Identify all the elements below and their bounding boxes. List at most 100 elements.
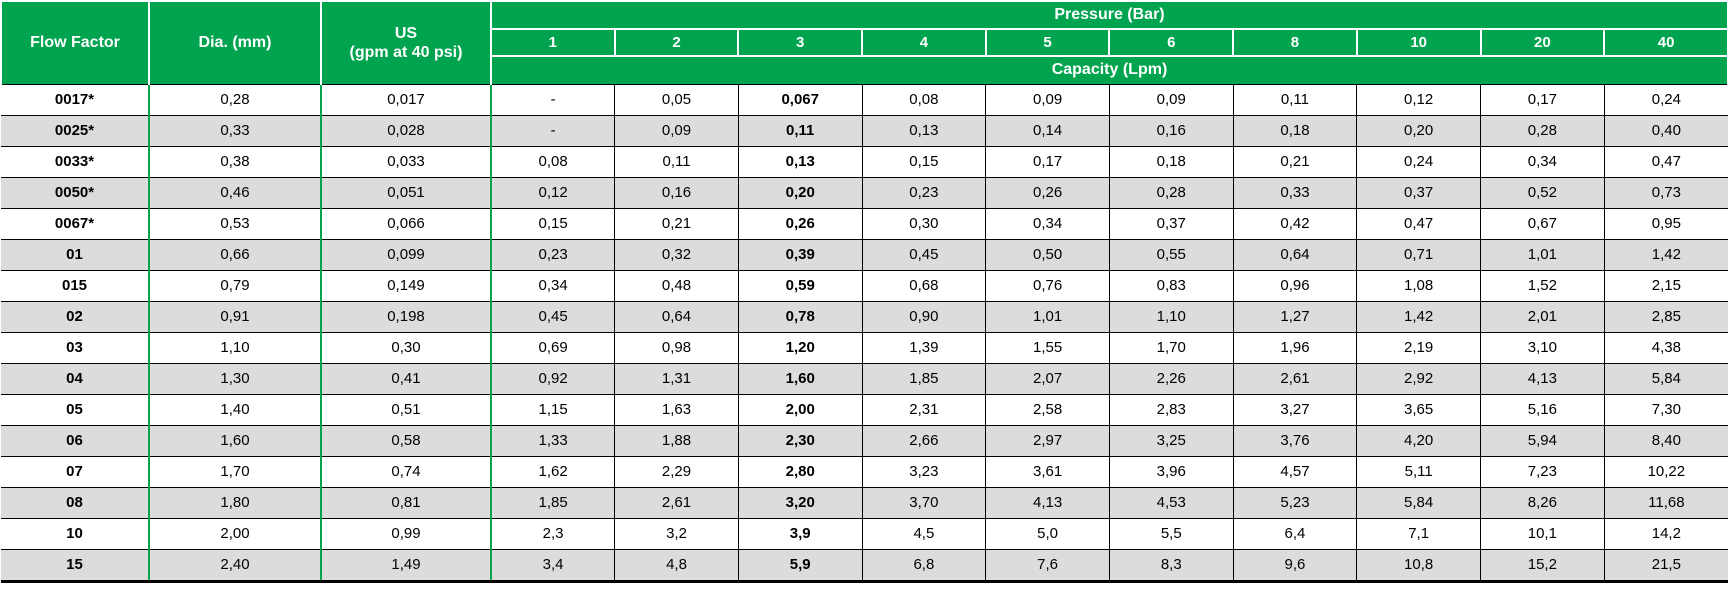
- cell-capacity: 1,15: [491, 393, 616, 425]
- cell-capacity: 10,8: [1356, 548, 1481, 583]
- cell-capacity: 2,80: [738, 455, 863, 487]
- header-row-capacity: Capacity (Lpm): [1, 55, 1729, 85]
- pressure-column-header: 20: [1479, 28, 1606, 57]
- cell-capacity: 1,55: [985, 331, 1110, 363]
- cell-capacity: 0,17: [1480, 83, 1605, 115]
- pressure-column-header: 5: [984, 28, 1111, 57]
- cell-capacity: 0,39: [738, 238, 863, 270]
- cell-capacity: 0,16: [614, 176, 739, 208]
- cell-capacity: 2,31: [862, 393, 987, 425]
- col-header-us-gpm: US (gpm at 40 psi): [320, 0, 492, 85]
- cell-dia: 1,40: [149, 393, 322, 425]
- cell-capacity: 2,3: [491, 517, 616, 549]
- cell-capacity: 0,98: [614, 331, 739, 363]
- cell-capacity: 0,76: [985, 269, 1110, 301]
- cell-flow-factor: 0067*: [1, 207, 150, 239]
- cell-capacity: 0,24: [1356, 145, 1481, 177]
- cell-capacity: 1,42: [1356, 300, 1481, 332]
- cell-capacity: 0,78: [738, 300, 863, 332]
- cell-capacity: 2,00: [738, 393, 863, 425]
- cell-dia: 0,38: [149, 145, 322, 177]
- cell-capacity: 2,66: [862, 424, 987, 456]
- pressure-column-header: 10: [1355, 28, 1482, 57]
- cell-us-gpm: 0,41: [321, 362, 492, 394]
- cell-dia: 1,80: [149, 486, 322, 518]
- cell-us-gpm: 0,81: [321, 486, 492, 518]
- cell-capacity: -: [491, 114, 616, 146]
- cell-capacity: 0,69: [491, 331, 616, 363]
- cell-capacity: 2,19: [1356, 331, 1481, 363]
- cell-us-gpm: 0,30: [321, 331, 492, 363]
- table-row: 06 1,60 0,58 1,33 1,88 2,30 2,66 2,97 3,25 3,76 4,…: [1, 424, 1728, 456]
- cell-flow-factor: 01: [1, 238, 150, 270]
- cell-us-gpm: 0,051: [321, 176, 492, 208]
- cell-capacity: 0,95: [1604, 207, 1728, 239]
- table-row: 03 1,10 0,30 0,69 0,98 1,20 1,39 1,55 1,70 1,96 2,…: [1, 331, 1728, 363]
- cell-capacity: 0,24: [1604, 83, 1728, 115]
- cell-capacity: 1,96: [1233, 331, 1358, 363]
- cell-capacity: 0,11: [738, 114, 863, 146]
- cell-us-gpm: 0,74: [321, 455, 492, 487]
- cell-capacity: 0,20: [738, 176, 863, 208]
- cell-us-gpm: 0,99: [321, 517, 492, 549]
- cell-capacity: 0,47: [1604, 145, 1728, 177]
- cell-flow-factor: 0050*: [1, 176, 150, 208]
- cell-capacity: -: [491, 83, 616, 115]
- cell-capacity: 1,20: [738, 331, 863, 363]
- cell-capacity: 9,6: [1233, 548, 1358, 583]
- header-row-group: Flow Factor Dia. (mm) US (gpm at 40 psi)…: [0, 0, 1729, 85]
- cell-capacity: 0,30: [862, 207, 987, 239]
- cell-capacity: 0,26: [738, 207, 863, 239]
- cell-us-gpm: 1,49: [321, 548, 492, 583]
- cell-capacity: 8,3: [1109, 548, 1234, 583]
- cell-us-gpm: 0,099: [321, 238, 492, 270]
- cell-capacity: 4,20: [1356, 424, 1481, 456]
- table-row: 0017* 0,28 0,017-0,05 0,067 0,08 0,09 0,09 0,11…: [1, 83, 1728, 115]
- cell-capacity: 4,13: [1480, 362, 1605, 394]
- cell-capacity: 0,90: [862, 300, 987, 332]
- cell-capacity: 0,28: [1109, 176, 1234, 208]
- pressure-column-header: 1: [490, 28, 616, 57]
- cell-capacity: 2,85: [1604, 300, 1728, 332]
- cell-dia: 1,60: [149, 424, 322, 456]
- cell-capacity: 1,10: [1109, 300, 1234, 332]
- table-row: 0050* 0,46 0,051 0,12 0,16 0,20 0,23 0,26 0,28 0,…: [1, 176, 1728, 208]
- cell-capacity: 0,18: [1233, 114, 1358, 146]
- cell-us-gpm: 0,017: [321, 83, 492, 115]
- cell-capacity: 0,21: [614, 207, 739, 239]
- cell-capacity: 21,5: [1604, 548, 1728, 583]
- cell-capacity: 0,26: [985, 176, 1110, 208]
- cell-capacity: 0,45: [491, 300, 616, 332]
- cell-dia: 0,66: [149, 238, 322, 270]
- cell-capacity: 0,12: [491, 176, 616, 208]
- cell-capacity: 3,4: [491, 548, 616, 583]
- cell-capacity: 4,8: [614, 548, 739, 583]
- cell-capacity: 1,88: [614, 424, 739, 456]
- cell-us-gpm: 0,028: [321, 114, 492, 146]
- table-header: Flow Factor Dia. (mm) US (gpm at 40 psi)…: [0, 0, 1729, 85]
- cell-capacity: 1,31: [614, 362, 739, 394]
- cell-capacity: 5,0: [985, 517, 1110, 549]
- cell-capacity: 0,32: [614, 238, 739, 270]
- cell-capacity: 5,16: [1480, 393, 1605, 425]
- col-group-pressure-bar: Pressure (Bar): [490, 0, 1729, 30]
- cell-capacity: 0,68: [862, 269, 987, 301]
- cell-capacity: 0,47: [1356, 207, 1481, 239]
- cell-capacity: 1,01: [985, 300, 1110, 332]
- cell-capacity: 0,12: [1356, 83, 1481, 115]
- cell-dia: 0,28: [149, 83, 322, 115]
- pressure-column-header: 2: [613, 28, 740, 57]
- cell-capacity: 1,63: [614, 393, 739, 425]
- table-row: 01 0,66 0,099 0,23 0,32 0,39 0,45 0,50 0,55 0,64 0…: [1, 238, 1728, 270]
- cell-dia: 0,53: [149, 207, 322, 239]
- cell-capacity: 0,21: [1233, 145, 1358, 177]
- cell-flow-factor: 0025*: [1, 114, 150, 146]
- cell-capacity: 6,8: [862, 548, 987, 583]
- cell-capacity: 3,27: [1233, 393, 1358, 425]
- pressure-column-header: 8: [1232, 28, 1358, 57]
- cell-capacity: 4,13: [985, 486, 1110, 518]
- table-row: 015 0,79 0,149 0,34 0,48 0,59 0,68 0,76 0,83 0,96…: [1, 269, 1728, 301]
- cell-capacity: 0,18: [1109, 145, 1234, 177]
